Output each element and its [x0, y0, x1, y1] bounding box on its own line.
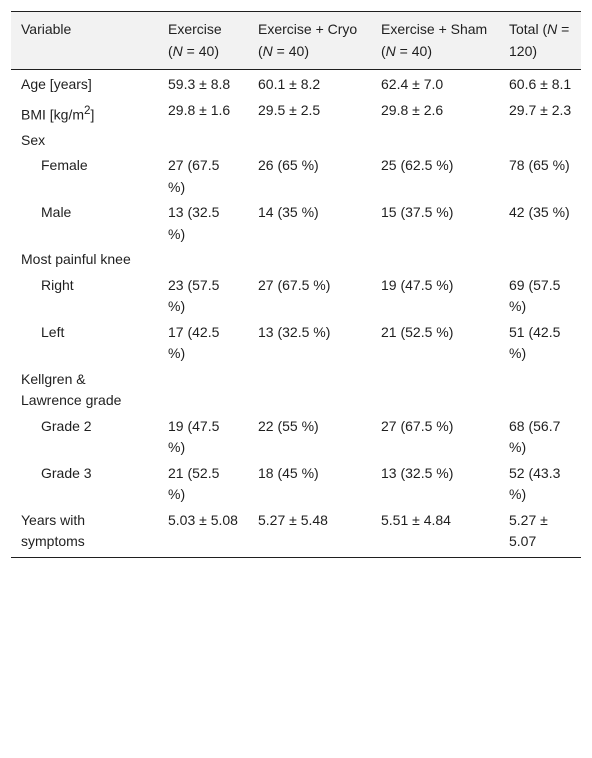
row-label: Age [years]	[21, 76, 92, 92]
cell-exercise: 5.03 ± 5.08	[158, 507, 248, 558]
cell-exercise: 17 (42.5 %)	[168, 323, 220, 362]
cell-exercise: 13 (32.5 %)	[168, 204, 220, 242]
cell-sham: 25 (62.5 %)	[381, 157, 454, 174]
cell-sham: 21 (52.5 %)	[381, 323, 454, 340]
table-row-kellgren-lawrence: Kellgren & Lawrence grade	[11, 367, 581, 414]
cell-cryo: 5.27 ± 5.48	[248, 507, 371, 558]
table-row-male: Male 13 (32.5 %) 14 (35 %) 15 (37.5 %) 4…	[11, 200, 581, 247]
header-cryo-n-var: N	[262, 42, 273, 59]
cell-total: 69 (57.5 %)	[509, 276, 561, 315]
cell-sham: 15 (37.5 %)	[381, 204, 454, 221]
table-row-bmi: BMI [kg/m2] 29.8 ± 1.6 29.5 ± 2.5 29.8 ±…	[11, 98, 581, 128]
row-label: Most painful knee	[21, 251, 131, 268]
cell-sham: 29.8 ± 2.6	[381, 101, 444, 118]
cell-total: 52 (43.3 %)	[509, 464, 561, 503]
cell-total: 68 (56.7 %)	[509, 417, 561, 456]
row-label: Grade 3	[41, 464, 92, 481]
bmi-label-close: ]	[90, 106, 95, 123]
header-row: Variable Exercise (N = 40) Exercise + Cry…	[11, 11, 581, 70]
header-sham-label: Exercise + Sham (	[381, 21, 488, 59]
header-exercise-sham: Exercise + Sham (N = 40)	[371, 11, 499, 70]
cell-cryo: 13 (32.5 %)	[258, 323, 331, 340]
table-header: Variable Exercise (N = 40) Exercise + Cry…	[11, 11, 581, 70]
header-variable: Variable	[11, 11, 158, 70]
row-label: Grade 2	[41, 417, 92, 434]
table-row-sex: Sex	[11, 128, 581, 154]
cell-exercise: 59.3 ± 8.8	[168, 76, 231, 92]
table-container: Variable Exercise (N = 40) Exercise + Cry…	[11, 11, 581, 558]
cell-sham: 27 (67.5 %)	[381, 417, 454, 434]
cell-total: 51 (42.5 %)	[509, 323, 561, 362]
row-label: Male	[41, 204, 72, 221]
table-row-left: Left 17 (42.5 %) 13 (32.5 %) 21 (52.5 %)…	[11, 320, 581, 367]
header-exercise-cryo: Exercise + Cryo (N = 40)	[248, 11, 371, 70]
table-row-years-with-symptoms: Years with symptoms 5.03 ± 5.08 5.27 ± 5…	[11, 507, 581, 558]
row-label: BMI [kg/m2]	[11, 98, 158, 128]
table-row-grade-2: Grade 2 19 (47.5 %) 22 (55 %) 27 (67.5 %…	[11, 414, 581, 461]
header-total-n-var: N	[547, 21, 558, 37]
table-row-age: Age [years] 59.3 ± 8.8 60.1 ± 8.2 62.4 ±…	[11, 70, 581, 98]
cell-exercise: 29.8 ± 1.6	[168, 101, 231, 118]
table-row-right: Right 23 (57.5 %) 27 (67.5 %) 19 (47.5 %…	[11, 273, 581, 320]
header-total-n-post: = 120)	[509, 21, 570, 59]
cell-exercise: 23 (57.5 %)	[168, 276, 220, 315]
header-sham-n-post: = 40)	[395, 42, 432, 59]
row-label: Left	[41, 323, 65, 340]
header-exercise-n-post: = 40)	[182, 42, 219, 59]
row-label: Right	[41, 276, 74, 293]
header-total: Total (N = 120)	[499, 11, 581, 70]
cell-cryo: 60.1 ± 8.2	[258, 76, 321, 92]
cell-total: 42 (35 %)	[509, 204, 570, 221]
row-label: Kellgren & Lawrence grade	[21, 370, 122, 409]
cell-total: 60.6 ± 8.1	[509, 76, 572, 92]
cell-cryo: 26 (65 %)	[258, 157, 319, 174]
table-body: Age [years] 59.3 ± 8.8 60.1 ± 8.2 62.4 ±…	[11, 70, 581, 558]
cell-cryo: 18 (45 %)	[258, 464, 319, 481]
row-label: Years with symptoms	[11, 507, 158, 558]
bmi-label-superscript: 2	[84, 103, 91, 117]
header-variable-text: Variable	[21, 21, 72, 37]
table-row-grade-3: Grade 3 21 (52.5 %) 18 (45 %) 13 (32.5 %…	[11, 461, 581, 508]
cell-sham: 5.51 ± 4.84	[371, 507, 499, 558]
cell-total: 29.7 ± 2.3	[509, 101, 572, 118]
table-row-female: Female 27 (67.5 %) 26 (65 %) 25 (62.5 %)…	[11, 153, 581, 200]
cell-cryo: 27 (67.5 %)	[258, 276, 331, 293]
cell-sham: 19 (47.5 %)	[381, 276, 454, 293]
header-exercise-n-pre: (	[168, 42, 173, 59]
bmi-label-text: BMI [kg/m	[21, 106, 85, 123]
row-label: Sex	[21, 131, 46, 148]
cell-total: 5.27 ± 5.07	[499, 507, 581, 558]
cell-sham: 13 (32.5 %)	[381, 464, 454, 481]
header-exercise-n-var: N	[172, 42, 183, 59]
row-label: Female	[41, 157, 88, 174]
header-exercise-label: Exercise	[168, 21, 222, 37]
header-cryo-n-post: = 40)	[272, 42, 309, 59]
header-exercise: Exercise (N = 40)	[158, 11, 248, 70]
table-row-most-painful-knee: Most painful knee	[11, 247, 581, 273]
cell-cryo: 14 (35 %)	[258, 204, 319, 221]
cell-exercise: 19 (47.5 %)	[168, 417, 220, 456]
header-sham-n-var: N	[385, 42, 396, 59]
header-cryo-label: Exercise + Cryo (	[258, 21, 358, 59]
header-total-label: Total (	[509, 21, 548, 37]
cell-sham: 62.4 ± 7.0	[381, 76, 444, 92]
cell-exercise: 21 (52.5 %)	[168, 464, 220, 503]
cell-total: 78 (65 %)	[509, 157, 570, 174]
cell-exercise: 27 (67.5 %)	[168, 157, 220, 195]
demographics-table: Variable Exercise (N = 40) Exercise + Cry…	[11, 11, 581, 558]
cell-cryo: 29.5 ± 2.5	[258, 101, 321, 118]
cell-cryo: 22 (55 %)	[258, 417, 319, 434]
